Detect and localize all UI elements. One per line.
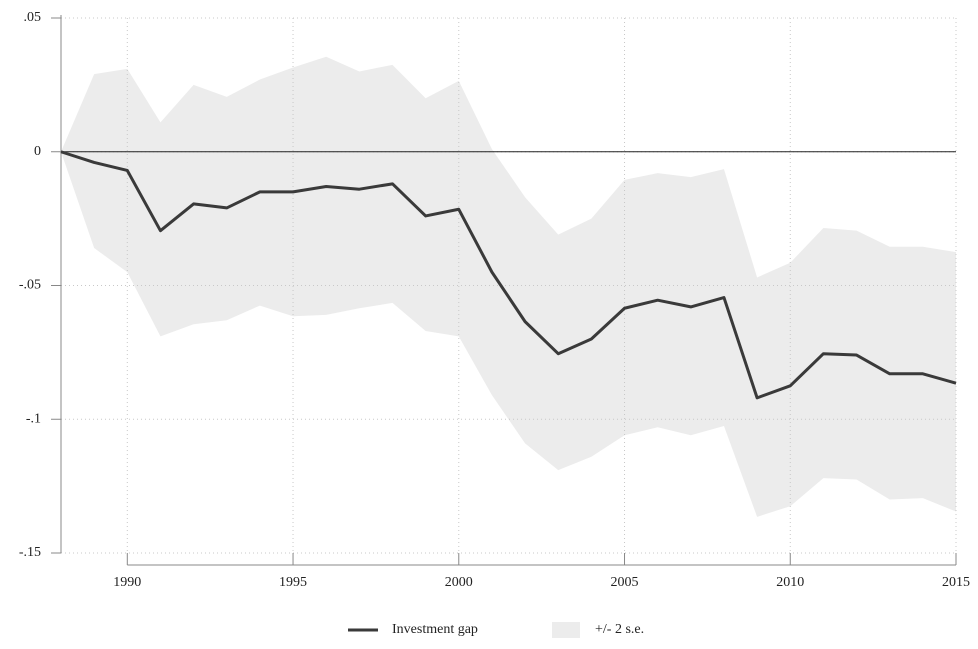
legend-label: +/- 2 s.e.: [595, 622, 644, 637]
x-tick-label: 2015: [942, 575, 970, 590]
y-tick-label: -.05: [19, 278, 41, 293]
x-tick-label: 2005: [611, 575, 639, 590]
y-tick-label: .05: [24, 10, 42, 25]
series-line: [60, 150, 957, 400]
x-tick-label: 1990: [113, 575, 141, 590]
x-tick-label: 2010: [776, 575, 804, 590]
legend-label: Investment gap: [392, 622, 478, 637]
y-tick-label: 0: [34, 144, 41, 159]
legend-swatch: [552, 622, 580, 638]
y-tick-label: -.15: [19, 545, 41, 560]
confidence-band: [61, 56, 956, 517]
y-tick-label: -.1: [26, 411, 41, 426]
x-tick-label: 1995: [279, 575, 307, 590]
x-tick-label: 2000: [445, 575, 473, 590]
